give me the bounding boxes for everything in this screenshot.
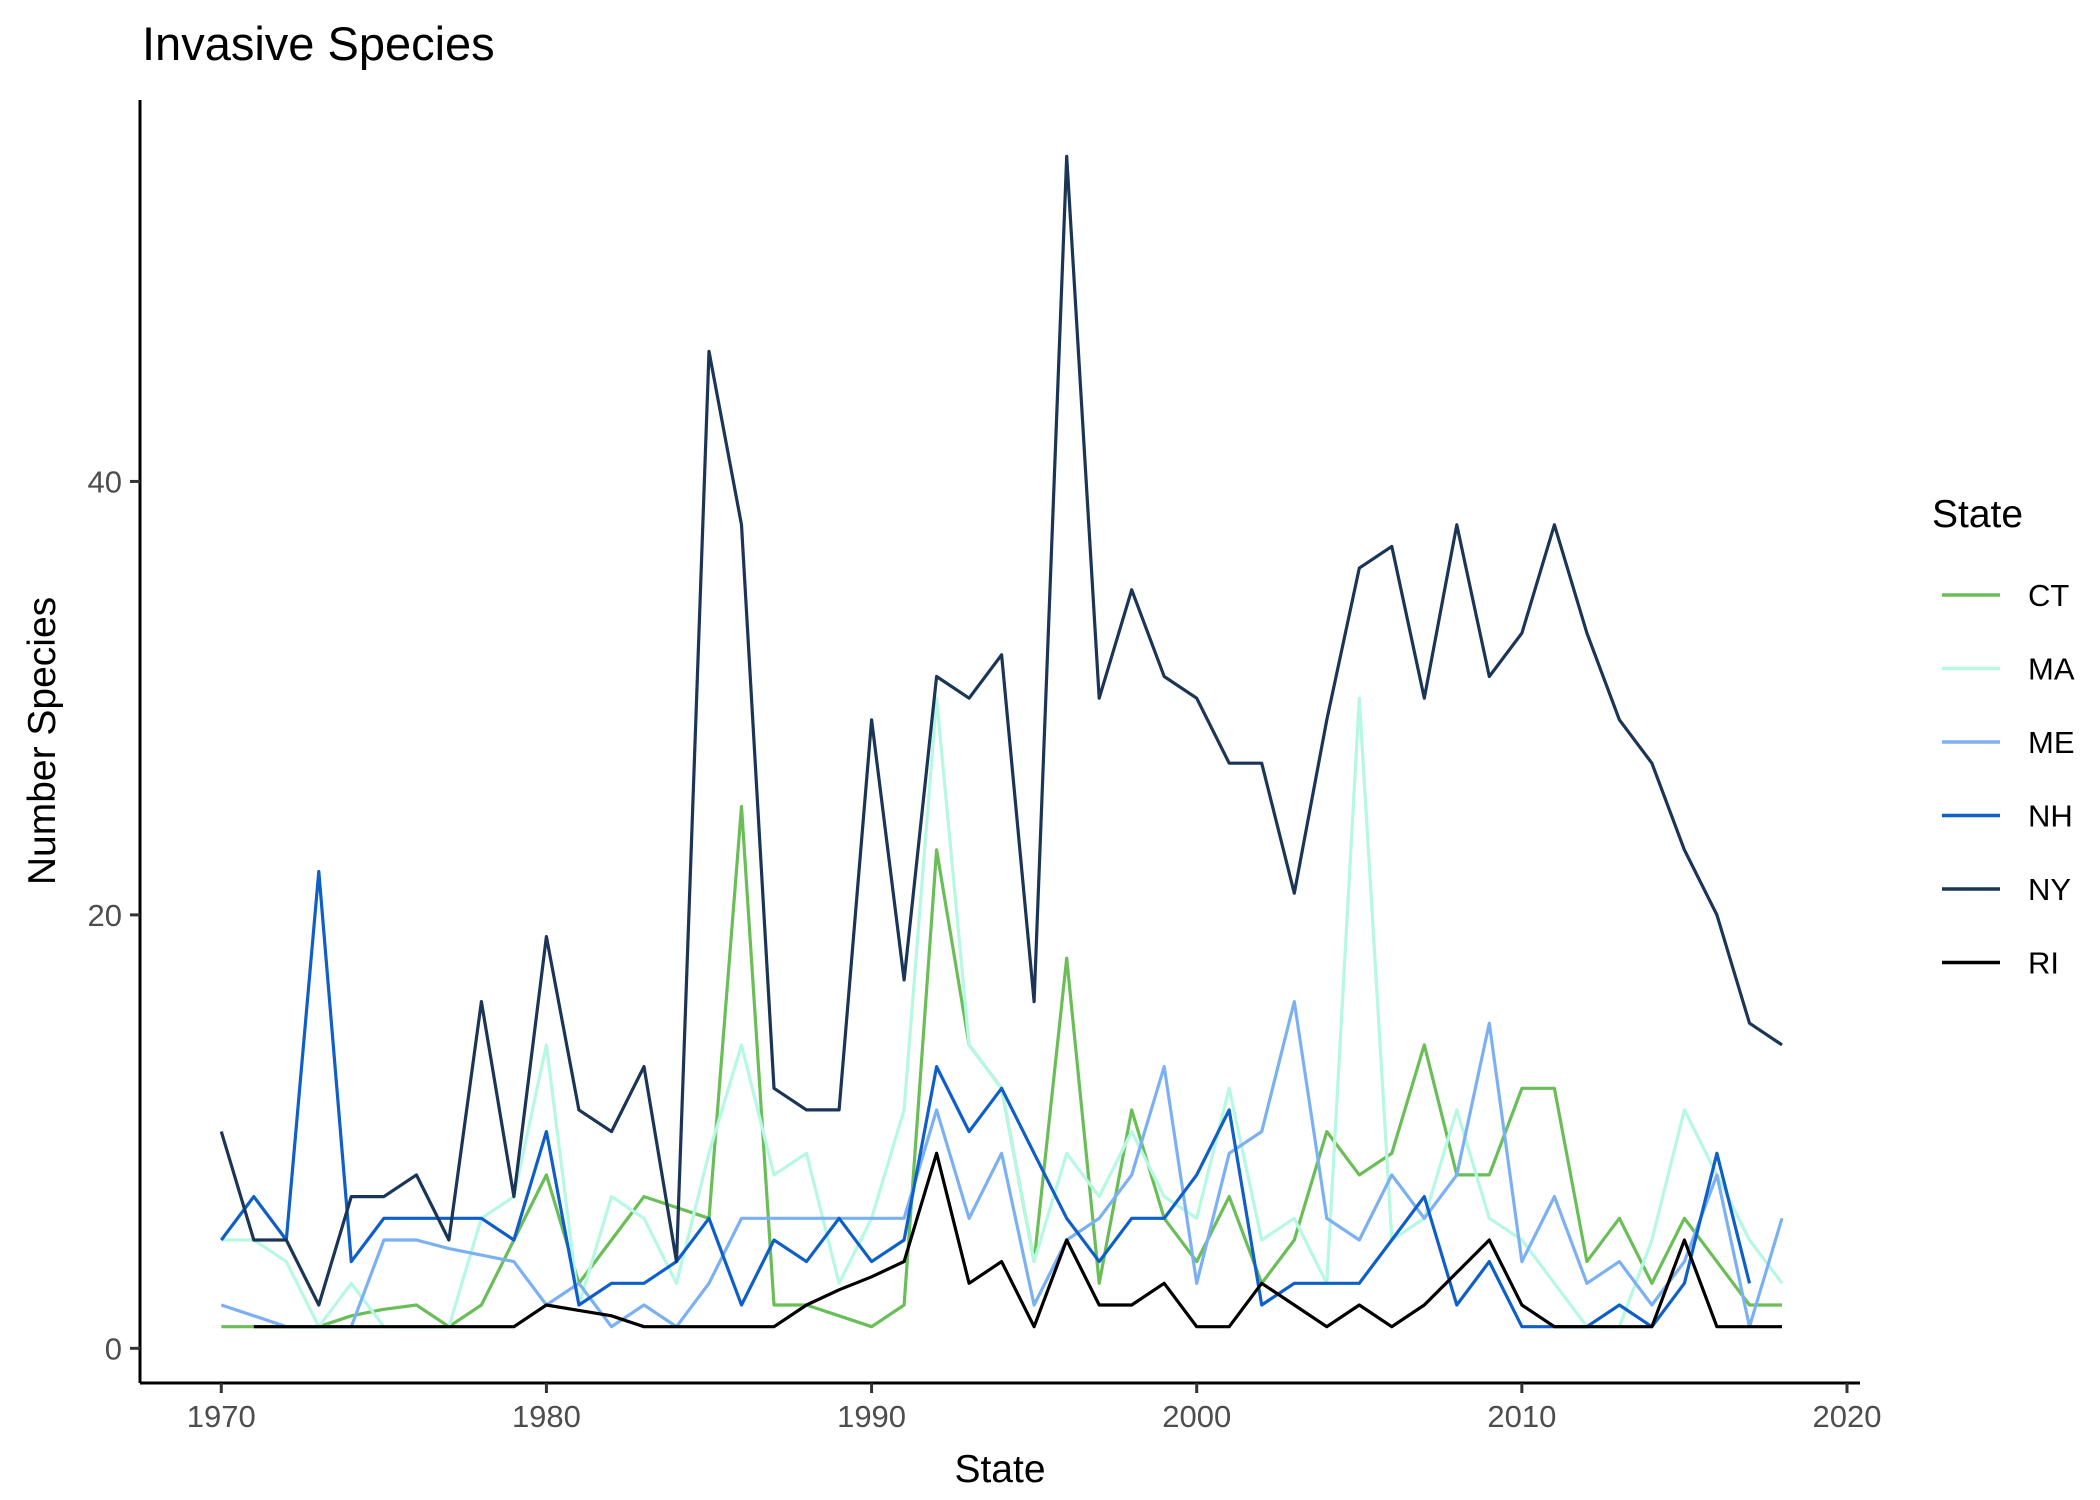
y-tick-label: 20 (88, 898, 122, 933)
legend-label: MA (2028, 652, 2075, 687)
legend-title: State (1932, 493, 2023, 536)
legend-item-ct: CT (1942, 578, 2069, 613)
x-axis-title: State (954, 1448, 1045, 1491)
x-tick-label: 2000 (1162, 1399, 1231, 1434)
x-tick-label: 1990 (837, 1399, 906, 1434)
legend-item-nh: NH (1942, 799, 2073, 834)
legend-item-me: ME (1942, 725, 2075, 760)
x-axis-ticks: 1970 1980 1990 2000 2010 2020 (187, 1383, 1882, 1434)
legend-label: NY (2028, 872, 2071, 907)
x-tick-label: 1970 (187, 1399, 256, 1434)
y-axis-title: Number Species (21, 597, 64, 885)
y-tick-label: 40 (88, 464, 122, 499)
legend: State CT MA ME NH NY RI (1932, 493, 2075, 981)
series-line-ny (219, 154, 1783, 1307)
legend-item-ma: MA (1942, 652, 2075, 687)
series-line-nh (220, 869, 1752, 1329)
chart-title: Invasive Species (142, 17, 495, 70)
legend-item-ny: NY (1942, 872, 2071, 907)
legend-item-ri: RI (1942, 946, 2059, 981)
series-line-me (220, 1000, 1784, 1329)
legend-label: NH (2028, 799, 2073, 834)
x-tick-label: 2020 (1813, 1399, 1882, 1434)
legend-label: CT (2028, 578, 2069, 613)
y-tick-label: 0 (105, 1331, 122, 1366)
series-layer (219, 154, 1784, 1329)
legend-label: ME (2028, 725, 2075, 760)
x-tick-label: 1980 (512, 1399, 581, 1434)
legend-label: RI (2028, 946, 2059, 981)
series-line-ri (253, 1151, 1782, 1329)
x-tick-label: 2010 (1487, 1399, 1556, 1434)
y-axis-ticks: 0 20 40 (88, 464, 140, 1366)
legend-items: CT MA ME NH NY RI (1942, 578, 2075, 981)
